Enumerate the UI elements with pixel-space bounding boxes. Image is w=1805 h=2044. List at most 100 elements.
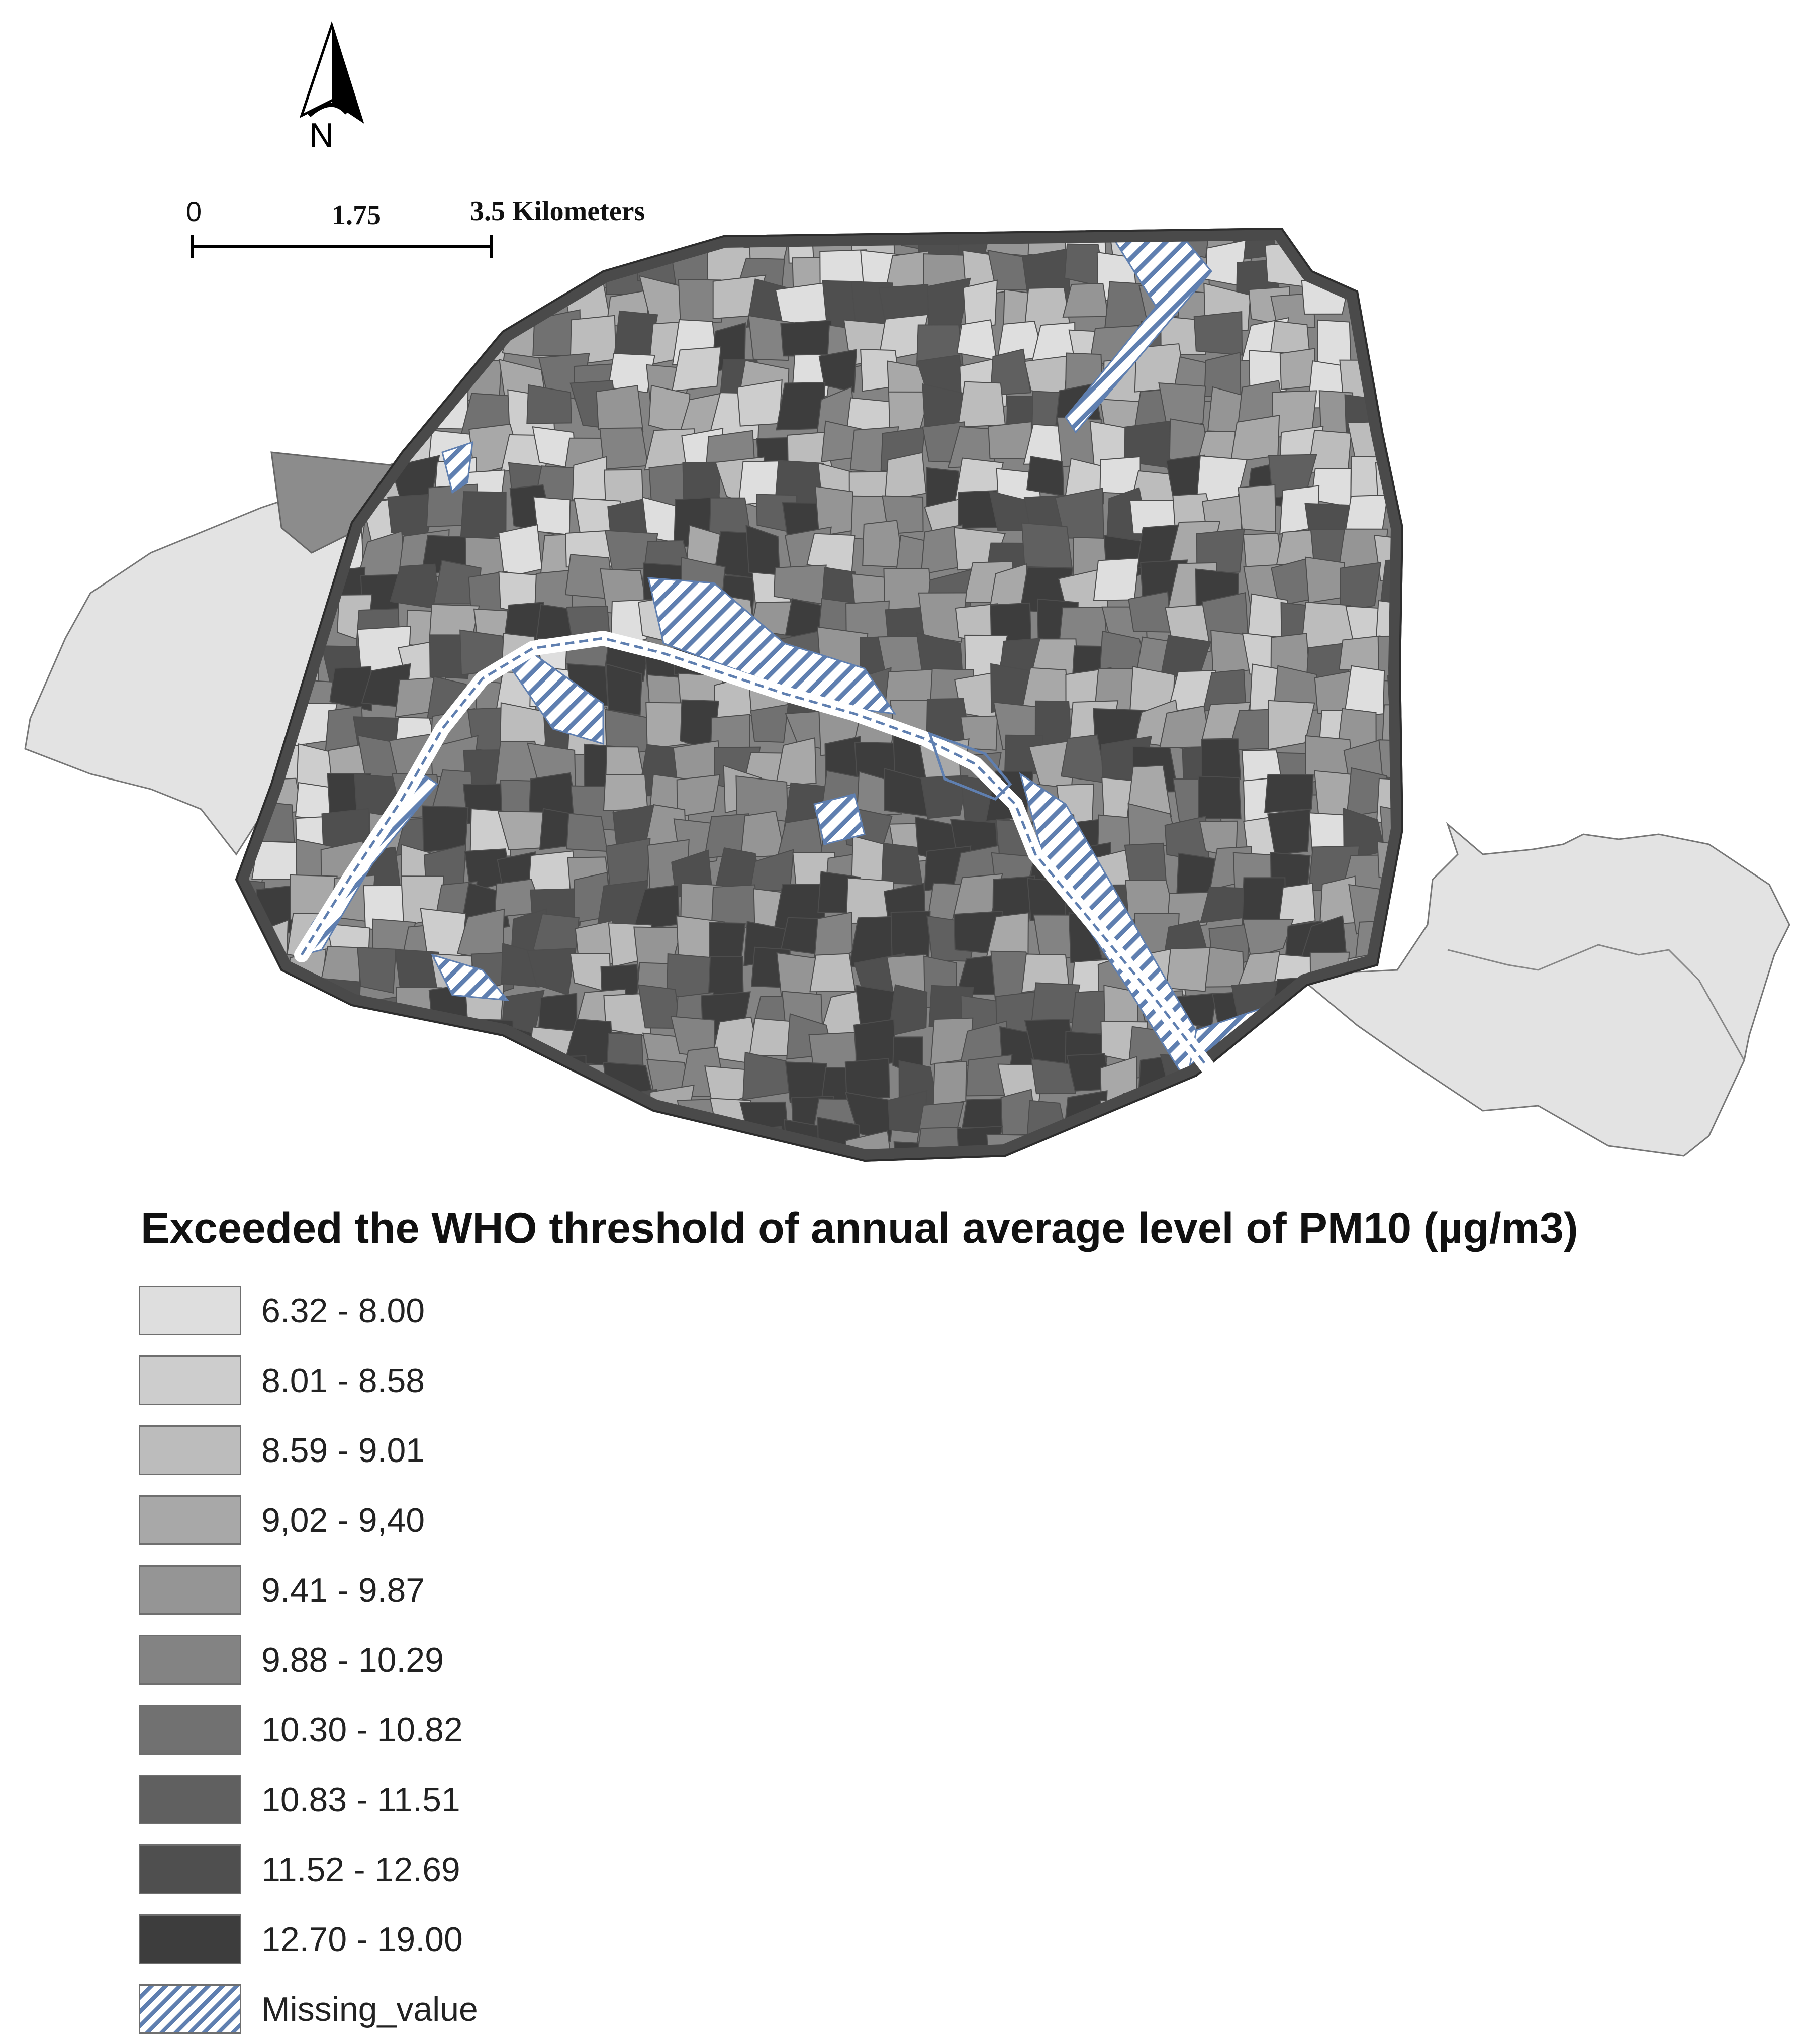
iris-block (236, 954, 262, 996)
iris-block (434, 327, 478, 369)
iris-block (773, 564, 827, 605)
iris-block (1196, 528, 1245, 574)
iris-block (571, 1158, 620, 1161)
iris-block (470, 283, 517, 329)
iris-block (750, 704, 789, 743)
iris-block (526, 384, 572, 424)
iris-block (1167, 1167, 1212, 1176)
iris-block (809, 953, 856, 993)
iris-block (236, 1055, 265, 1103)
legend-label: Missing_value (261, 1990, 478, 2028)
iris-block (1357, 282, 1398, 328)
iris-block (920, 775, 969, 819)
iris-block (426, 277, 478, 327)
iris-block (1281, 1014, 1325, 1063)
iris-block (243, 382, 297, 427)
iris-block (236, 321, 266, 362)
iris-block (751, 1165, 795, 1176)
iris-block (983, 1155, 1031, 1161)
iris-block (284, 397, 333, 433)
missing-value-area (647, 577, 897, 715)
iris-block (292, 351, 329, 395)
iris-block (1280, 1162, 1319, 1176)
iris-block (258, 1026, 303, 1074)
iris-block (666, 1133, 716, 1161)
iris-block (1355, 229, 1397, 255)
iris-block (422, 805, 469, 853)
iris-block (890, 911, 931, 962)
iris-block (708, 956, 744, 998)
iris-block (776, 382, 826, 431)
iris-block (881, 842, 923, 885)
iris-block (1193, 311, 1243, 356)
iris-block (884, 452, 927, 502)
iris-block (1054, 1167, 1102, 1176)
legend-item: 11.52 - 12.69 (139, 1834, 1747, 1904)
legend-swatch (139, 1355, 241, 1405)
legend-item: Missing_value (139, 1974, 1747, 2044)
iris-block (1126, 765, 1172, 818)
iris-block (1279, 1121, 1314, 1161)
iris-block (569, 1089, 613, 1136)
iris-block (603, 774, 648, 811)
iris-block (1340, 1166, 1386, 1176)
iris-block (1238, 484, 1276, 533)
iris-block (389, 1099, 434, 1141)
iris-block (608, 353, 655, 394)
iris-block (353, 397, 403, 443)
iris-block (1242, 918, 1294, 958)
iris-block (1123, 1157, 1172, 1161)
missing-value-area (441, 441, 473, 494)
iris-block (322, 386, 371, 426)
iris-block (236, 920, 264, 968)
legend-item: 9,02 - 9,40 (139, 1485, 1747, 1555)
iris-block (1236, 1117, 1286, 1161)
iris-block (1264, 774, 1314, 813)
iris-block (682, 461, 721, 501)
legend-item: 10.30 - 10.82 (139, 1695, 1747, 1765)
legend-label: 9,02 - 9,40 (261, 1501, 425, 1539)
iris-block (259, 273, 306, 319)
iris-block (1205, 946, 1245, 988)
north-arrow-icon (299, 21, 364, 124)
iris-block (1024, 1169, 1069, 1176)
legend-swatch (139, 1775, 241, 1824)
iris-block (474, 1123, 520, 1161)
iris-block (1067, 1129, 1113, 1161)
iris-block (818, 349, 857, 393)
iris-block (642, 1165, 683, 1176)
iris-block (329, 1119, 376, 1161)
iris-block (1311, 1155, 1366, 1161)
iris-block (532, 1089, 584, 1134)
legend-swatch (139, 1425, 241, 1475)
iris-block (352, 1163, 400, 1176)
iris-block (1170, 1088, 1219, 1137)
iris-block (250, 1134, 291, 1161)
scale-tick-0: 0 (186, 196, 202, 227)
iris-block (288, 1132, 339, 1161)
iris-block (1210, 1168, 1254, 1176)
iris-block (932, 1060, 967, 1108)
iris-block (1167, 1128, 1211, 1161)
iris-block (1279, 348, 1316, 391)
legend-item: 9.41 - 9.87 (139, 1555, 1747, 1625)
iris-block (287, 1015, 324, 1063)
iris-block (1307, 429, 1352, 473)
iris-block (327, 321, 374, 363)
scale-bar: 0 1.75 3.5 Kilometers (186, 191, 689, 266)
iris-block (1385, 1095, 1402, 1144)
iris-block (429, 1138, 477, 1161)
iris-block (678, 279, 723, 324)
iris-block (245, 1089, 294, 1138)
iris-block (354, 1023, 399, 1075)
iris-block (253, 985, 307, 1033)
iris-block (574, 1128, 621, 1161)
iris-block (236, 1127, 260, 1161)
legend-label: 6.32 - 8.00 (261, 1291, 425, 1330)
iris-block (500, 1171, 549, 1176)
iris-block (364, 316, 401, 361)
iris-block (1201, 738, 1242, 783)
iris-block (285, 989, 338, 1038)
iris-block (315, 1028, 363, 1074)
iris-block (1340, 562, 1382, 613)
